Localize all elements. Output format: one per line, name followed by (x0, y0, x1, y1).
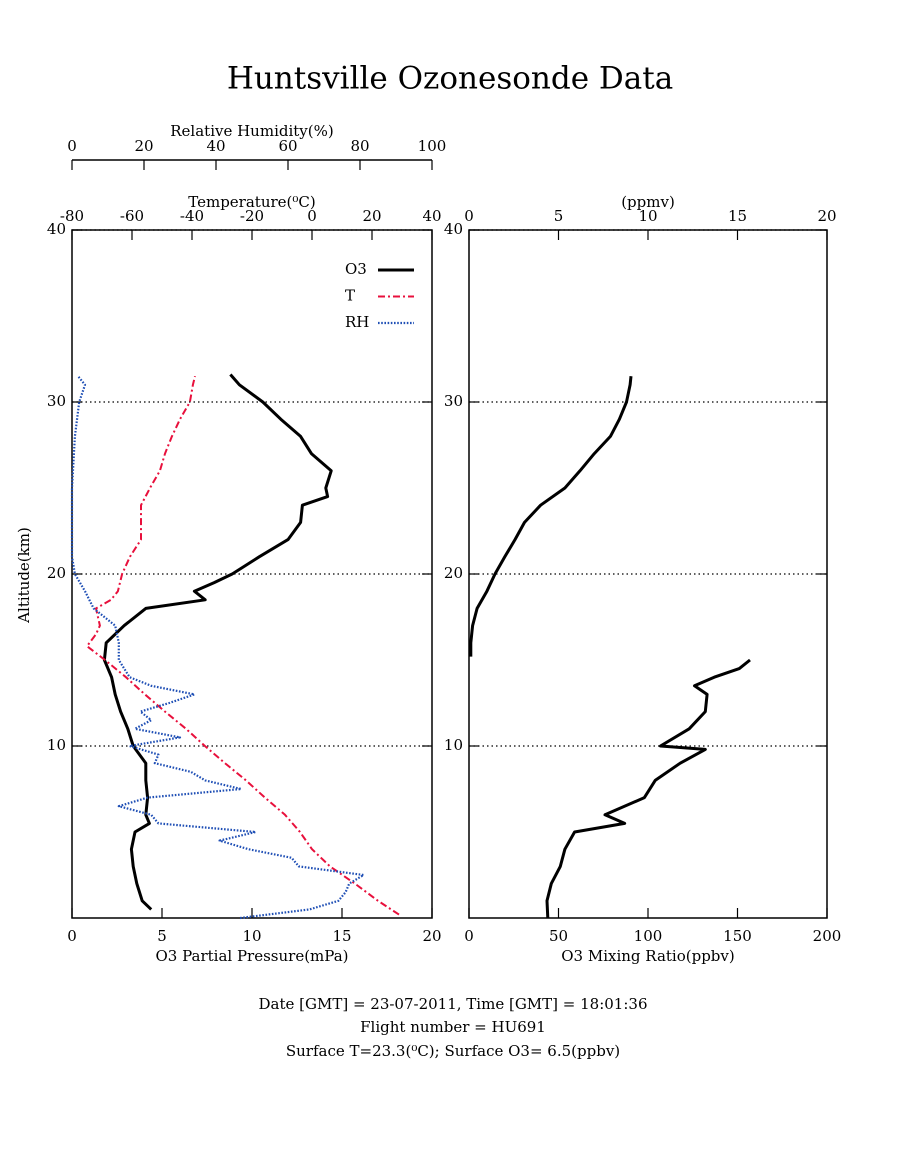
x2-axis-label: (ppmv) (621, 193, 675, 211)
x-tick-label: 20 (422, 927, 441, 945)
x-tick-label: 60 (278, 137, 297, 155)
x-tick-label: 10 (242, 927, 261, 945)
chart-title: Huntsville Ozonesonde Data (227, 61, 673, 97)
y-tick-label: 30 (47, 392, 66, 410)
x-axis-label: O3 Mixing Ratio(ppbv) (561, 947, 734, 965)
x-tick-label: 100 (634, 927, 663, 945)
x-tick-label: 20 (817, 207, 836, 225)
x-tick-label: 5 (157, 927, 167, 945)
x-tick-label: -60 (120, 207, 144, 225)
y-tick-label: 40 (47, 220, 66, 238)
x-tick-label: 0 (307, 207, 317, 225)
x-tick-label: 200 (813, 927, 842, 945)
x-tick-label: 10 (638, 207, 657, 225)
footer-line: Surface T=23.3(⁰C); Surface O3= 6.5(ppbv… (286, 1042, 620, 1060)
x3-axis-label: Relative Humidity(%) (170, 122, 333, 140)
legend-label: T (345, 287, 355, 305)
y-tick-label: 40 (444, 220, 463, 238)
x-tick-label: -80 (60, 207, 84, 225)
x-tick-label: 40 (206, 137, 225, 155)
profile-line (102, 373, 333, 911)
x-tick-label: 0 (464, 207, 474, 225)
x-tick-label: 0 (464, 927, 474, 945)
x-tick-label: 20 (134, 137, 153, 155)
x-tick-label: 15 (728, 207, 747, 225)
x-tick-label: 0 (67, 927, 77, 945)
x-tick-label: 0 (67, 137, 77, 155)
y-tick-label: 20 (444, 564, 463, 582)
x-tick-label: 100 (418, 137, 447, 155)
x-tick-label: 20 (362, 207, 381, 225)
x2-axis-label: Temperature(⁰C) (188, 193, 315, 211)
x-tick-label: -20 (240, 207, 264, 225)
legend-label: RH (345, 313, 369, 331)
y-tick-label: 10 (47, 736, 66, 754)
profile-line (86, 375, 400, 916)
x-axis-label: O3 Partial Pressure(mPa) (155, 947, 348, 965)
y-tick-label: 30 (444, 392, 463, 410)
x-tick-label: 80 (350, 137, 369, 155)
profile-line (469, 376, 751, 919)
legend-label: O3 (345, 260, 367, 278)
y-tick-label: 10 (444, 736, 463, 754)
y-tick-label: 20 (47, 564, 66, 582)
footer-line: Flight number = HU691 (360, 1018, 546, 1036)
y-axis-label: Altitude(km) (15, 527, 33, 624)
x-tick-label: -40 (180, 207, 204, 225)
x-tick-label: 50 (549, 927, 568, 945)
footer-line: Date [GMT] = 23-07-2011, Time [GMT] = 18… (258, 995, 647, 1013)
x-tick-label: 40 (422, 207, 441, 225)
x-tick-label: 150 (723, 927, 752, 945)
x-tick-label: 5 (554, 207, 564, 225)
x-tick-label: 15 (332, 927, 351, 945)
